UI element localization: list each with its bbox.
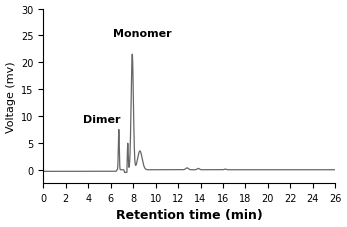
Y-axis label: Voltage (mv): Voltage (mv) [6,61,16,132]
Text: Dimer: Dimer [83,115,120,125]
X-axis label: Retention time (min): Retention time (min) [116,209,263,222]
Text: Monomer: Monomer [113,29,171,39]
